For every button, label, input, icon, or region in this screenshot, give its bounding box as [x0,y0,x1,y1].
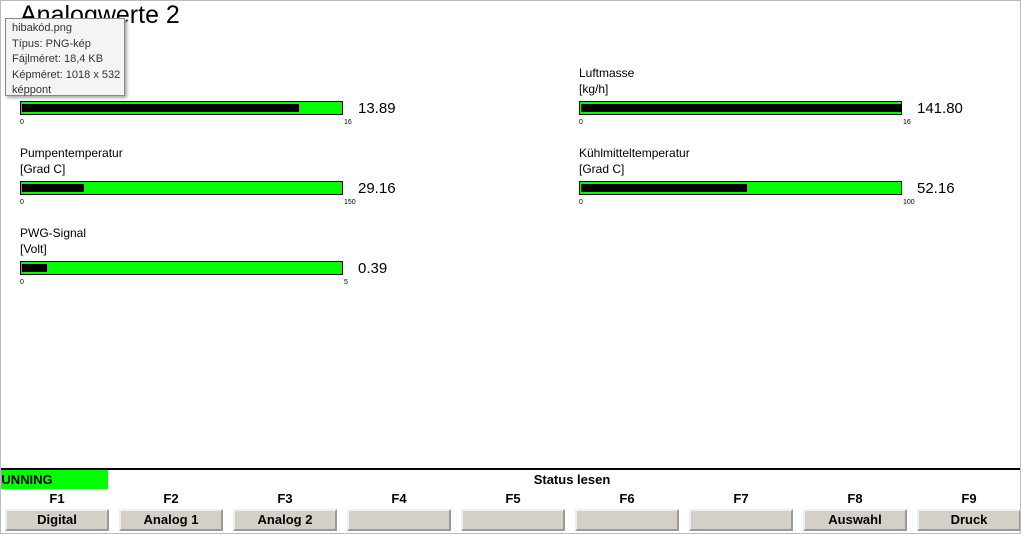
gauge-fill [22,264,47,272]
gauge-min: 0 [20,119,24,126]
gauge-value: 13.89 [358,100,396,117]
function-button[interactable]: Druck [917,509,1020,531]
tooltip-line: Képméret: 1018 x 532 [12,68,121,81]
gauge-min: 0 [20,279,24,286]
function-button[interactable]: Digital [5,509,109,531]
function-key: F7 [733,491,749,506]
function-button[interactable]: Analog 1 [119,509,223,531]
tooltip-line: hibakód.png [12,22,72,34]
gauge-bar [20,101,343,115]
gauge-value: 0.39 [358,260,388,277]
separator [1,468,1020,470]
gauge-bar [20,261,343,275]
gauge-value: 52.16 [917,180,955,197]
function-key: F9 [961,491,977,506]
gauge-min: 0 [579,199,583,206]
status-title: Status lesen [533,472,611,487]
function-button[interactable]: Analog 2 [233,509,337,531]
gauge-unit: [kg/h] [579,82,609,96]
function-button[interactable] [575,509,679,531]
gauge-label: Luftmasse [579,66,635,80]
status-state: RUNNING [1,472,53,487]
function-button[interactable]: Auswahl [803,509,907,531]
function-key: F2 [163,491,179,506]
function-button[interactable] [461,509,565,531]
gauge-fill [581,104,901,112]
gauge-min: 0 [579,119,583,126]
gauge-value: 29.16 [358,180,396,197]
gauge-max: 16 [344,119,352,126]
gauge-bar [579,181,902,195]
tooltip: hibakód.png Típus: PNG-kép Fájlméret: 18,4… [5,18,125,96]
gauge-fill [581,184,748,192]
gauge-value: 141.80 [917,100,963,117]
gauge-bar [20,181,343,195]
tooltip-line: Típus: PNG-kép [12,37,91,50]
function-key: F6 [619,491,635,506]
function-button[interactable] [689,509,793,531]
gauge-unit: [Grad C] [20,162,66,176]
function-key: F8 [847,491,863,506]
gauge-unit: [Grad C] [579,162,625,176]
function-key: F4 [391,491,407,506]
gauge-max: 16 [903,119,911,126]
gauge-unit: [Volt] [20,242,47,256]
gauge-bar [579,101,902,115]
gauge-label: Kühlmitteltemperatur [579,146,690,160]
gauge-label: PWG-Signal [20,226,87,240]
function-key: F5 [505,491,521,506]
function-key: F3 [277,491,293,506]
tooltip-line: Fájlméret: 18,4 KB [12,53,104,65]
function-button[interactable] [347,509,451,531]
gauge-fill [22,104,299,112]
gauge-max: 100 [903,199,915,206]
gauge-max: 150 [344,199,356,206]
gauge-fill [22,184,84,192]
status-indicator: RUNNING [1,470,108,489]
tooltip-line: képpont [12,84,52,96]
gauge-max: 5 [344,279,348,286]
gauge-label: Pumpentemperatur [20,146,123,160]
gauge-min: 0 [20,199,24,206]
function-key: F1 [49,491,65,506]
